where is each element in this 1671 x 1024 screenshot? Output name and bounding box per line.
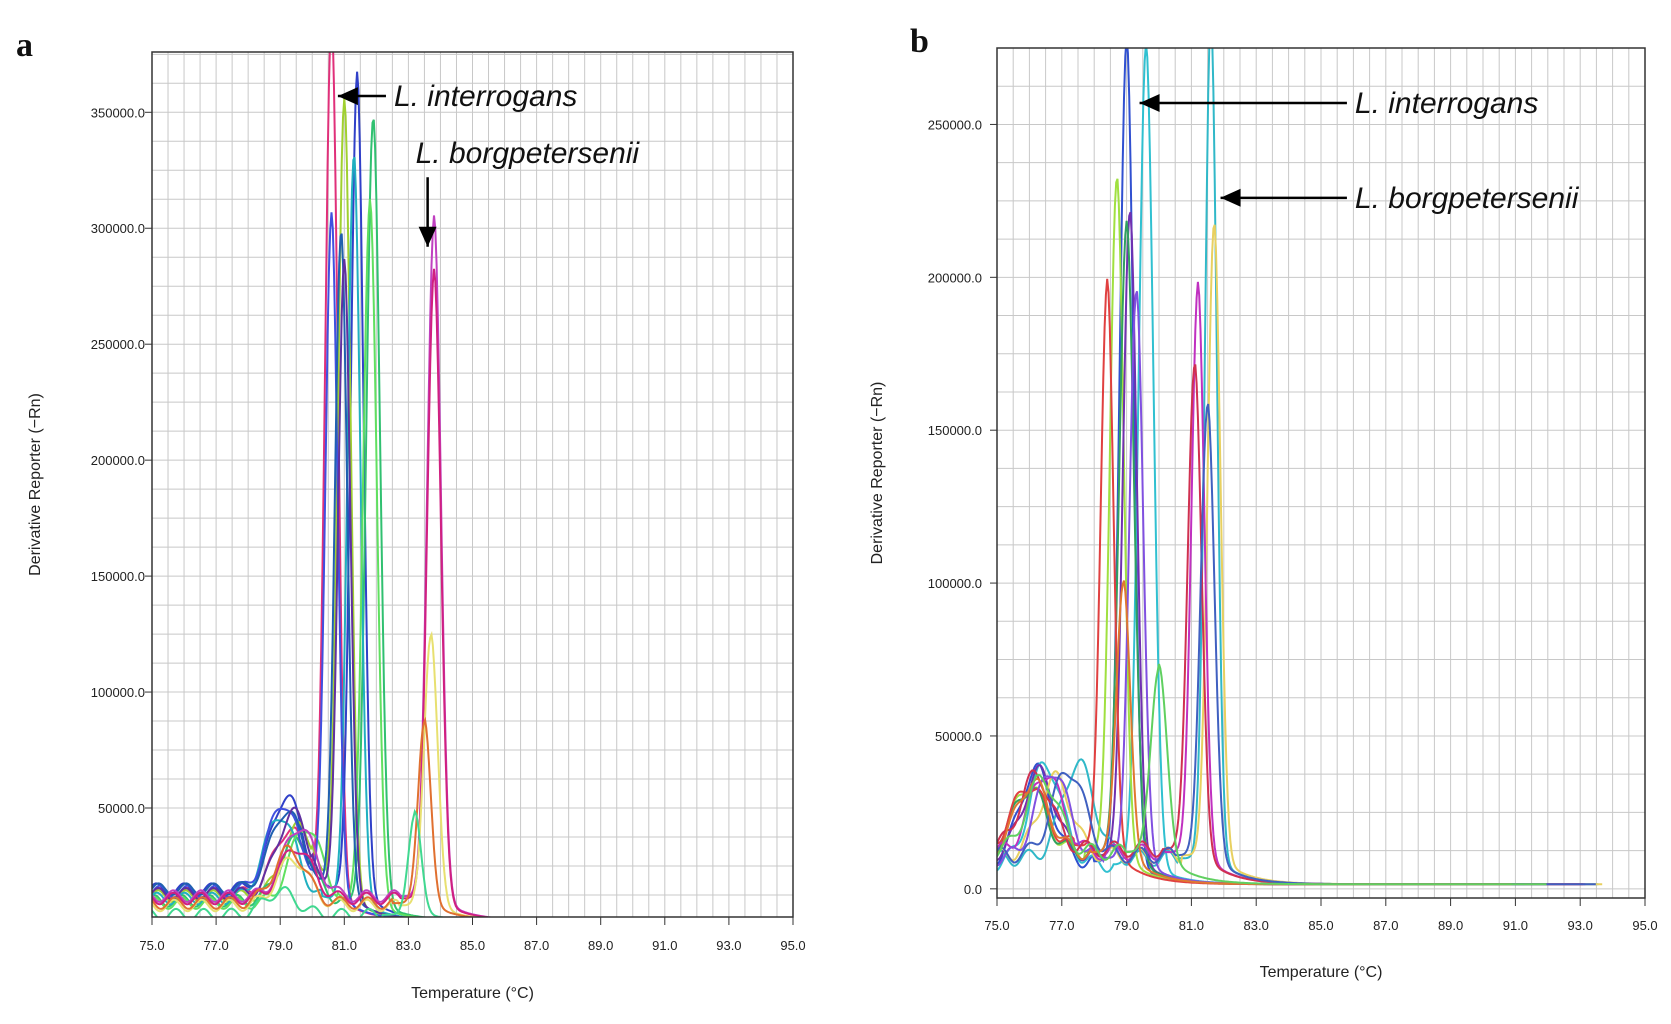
x-tick-label: 87.0 xyxy=(1373,918,1398,933)
x-axis-ticks: 75.0 77.0 79.0 81.0 83.0 85.0 87.0 89.0 91.0 93.0… xyxy=(984,898,1658,933)
annotation-label: L. interrogans xyxy=(1355,87,1538,120)
y-tick-label: 350000.0 xyxy=(91,105,145,120)
x-tick-label: 91.0 xyxy=(652,938,677,953)
x-tick-label: 91.0 xyxy=(1503,918,1528,933)
y-tick-label: 0.0 xyxy=(964,882,982,897)
annotation-label: L. borgpetersenii xyxy=(1355,182,1580,215)
series-line-13 xyxy=(152,716,479,917)
x-axis-ticks: 75.0 77.0 79.0 81.0 83.0 85.0 87.0 89.0 91.0 93.0… xyxy=(139,917,806,953)
x-tick-label: 77.0 xyxy=(203,938,228,953)
x-tick-label: 83.0 xyxy=(396,938,421,953)
annotation-arrowhead xyxy=(337,87,358,106)
series-line-2 xyxy=(152,71,426,917)
x-tick-label: 95.0 xyxy=(1632,918,1657,933)
x-tick-label: 93.0 xyxy=(716,938,741,953)
y-tick-label: 100000.0 xyxy=(928,576,982,591)
x-tick-label: 87.0 xyxy=(524,938,549,953)
panel-label-b: b xyxy=(910,23,929,60)
y-axis-title: Derivative Reporter (−Rn) xyxy=(869,382,886,565)
x-tick-label: 85.0 xyxy=(460,938,485,953)
x-tick-label: 95.0 xyxy=(780,938,805,953)
x-tick-label: 85.0 xyxy=(1308,918,1333,933)
series-line-14 xyxy=(997,663,1547,886)
x-tick-label: 79.0 xyxy=(268,938,293,953)
y-tick-label: 200000.0 xyxy=(928,270,982,285)
x-tick-label: 75.0 xyxy=(984,918,1009,933)
y-axis-ticks: 0.0 50000.0 100000.0 150000.0 200000.0 250000… xyxy=(928,117,997,897)
series-line-1 xyxy=(152,52,396,917)
series-line-7 xyxy=(152,212,398,917)
chart-panel-a: 75.0 77.0 79.0 81.0 83.0 85.0 87.0 89.0 91.0 93.0… xyxy=(27,51,806,1002)
y-tick-label: 100000.0 xyxy=(91,685,145,700)
gridlines xyxy=(151,52,794,917)
y-tick-label: 200000.0 xyxy=(91,453,145,468)
y-axis-title: Derivative Reporter (−Rn) xyxy=(27,393,44,576)
y-tick-label: 250000.0 xyxy=(91,337,145,352)
annotations: L. interrogans L. borgpetersenii xyxy=(337,80,641,247)
y-tick-label: 150000.0 xyxy=(91,569,145,584)
y-tick-label: 50000.0 xyxy=(98,801,145,816)
x-tick-label: 79.0 xyxy=(1114,918,1139,933)
y-tick-label: 150000.0 xyxy=(928,423,982,438)
x-tick-label: 81.0 xyxy=(332,938,357,953)
annotation-arrowhead xyxy=(1139,94,1160,112)
x-tick-label: 81.0 xyxy=(1179,918,1204,933)
y-tick-label: 250000.0 xyxy=(928,117,982,132)
y-tick-label: 300000.0 xyxy=(91,221,145,236)
series-line-5 xyxy=(152,156,414,917)
series-line-14 xyxy=(152,808,449,917)
annotation-label: L. borgpetersenii xyxy=(416,137,641,170)
x-tick-label: 77.0 xyxy=(1049,918,1074,933)
x-tick-label: 89.0 xyxy=(1438,918,1463,933)
series-line-4 xyxy=(152,119,431,917)
annotation-arrowhead xyxy=(418,226,437,247)
y-axis-ticks: 50000.0 100000.0 150000.0 200000.0 250000.0 3… xyxy=(91,105,152,816)
annotation-label: L. interrogans xyxy=(394,80,577,113)
chart-panel-b: 75.0 77.0 79.0 81.0 83.0 85.0 87.0 89.0 91.0 93.0… xyxy=(869,47,1658,981)
x-tick-label: 89.0 xyxy=(588,938,613,953)
x-tick-label: 83.0 xyxy=(1244,918,1269,933)
x-tick-label: 75.0 xyxy=(139,938,164,953)
annotation-arrowhead xyxy=(1220,188,1241,207)
x-tick-label: 93.0 xyxy=(1568,918,1593,933)
x-axis-title: Temperature (°C) xyxy=(1260,964,1383,981)
series-group xyxy=(997,48,1603,886)
series-group xyxy=(152,52,496,917)
x-axis-title: Temperature (°C) xyxy=(411,985,534,1002)
series-line-8 xyxy=(152,233,409,917)
panel-label-a: a xyxy=(16,27,33,64)
series-line-9 xyxy=(152,259,409,917)
annotations: L. interrogans L. borgpetersenii xyxy=(1139,87,1580,215)
y-tick-label: 50000.0 xyxy=(935,729,982,744)
